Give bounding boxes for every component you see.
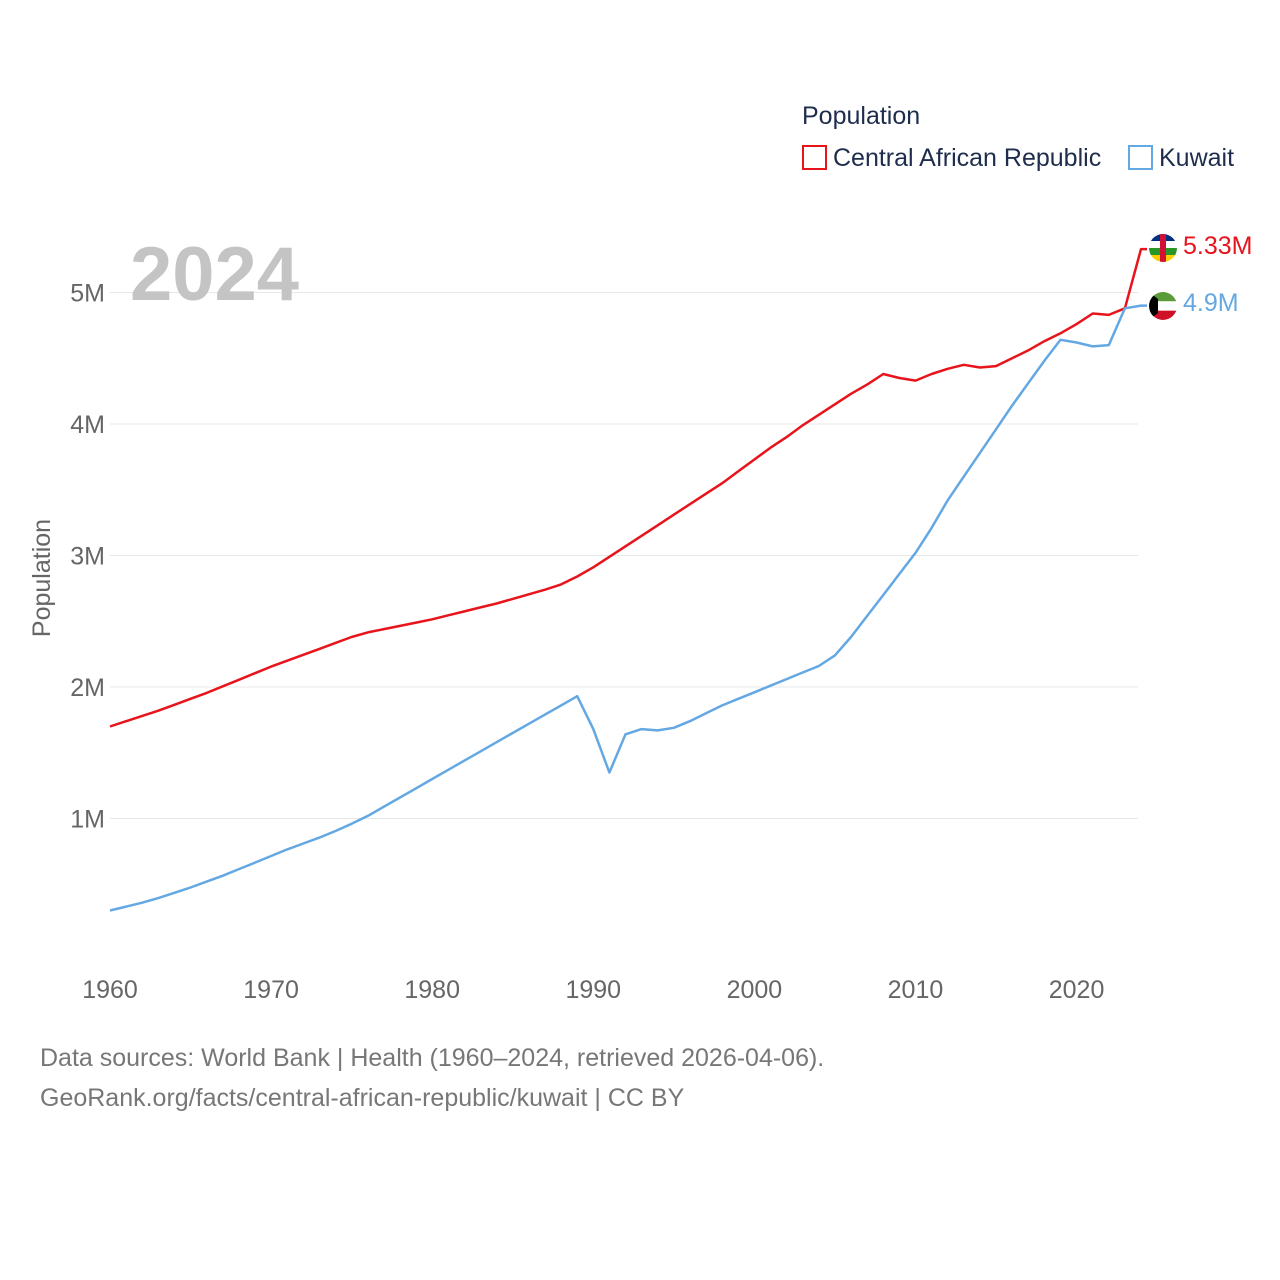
- source-line-1: Data sources: World Bank | Health (1960–…: [40, 1044, 825, 1072]
- x-tick-label: 1980: [404, 976, 460, 1004]
- legend-item-kuwait[interactable]: Kuwait: [1128, 144, 1234, 172]
- source-line-2: GeoRank.org/facts/central-african-republ…: [40, 1084, 685, 1112]
- legend-label-central-african-republic: Central African Republic: [833, 144, 1101, 172]
- legend: Population Central African Republic Kuwa…: [802, 102, 1234, 172]
- x-tick-label: 2020: [1049, 976, 1105, 1004]
- y-gridlines: [110, 292, 1138, 819]
- y-tick-label: 1M: [70, 806, 105, 834]
- y-tick-label: 3M: [70, 543, 105, 571]
- legend-title: Population: [802, 102, 920, 130]
- series-line-kuwait: [109, 304, 1147, 912]
- legend-item-central-african-republic[interactable]: Central African Republic: [802, 144, 1101, 172]
- legend-swatch-central-african-republic: [802, 145, 827, 170]
- kuwait-flag-icon: [1149, 292, 1177, 320]
- x-tick-label: 1960: [82, 976, 138, 1004]
- x-tick-label: 2010: [888, 976, 944, 1004]
- y-tick-label: 5M: [70, 280, 105, 308]
- legend-swatch-kuwait: [1128, 145, 1153, 170]
- y-tick-label: 4M: [70, 411, 105, 439]
- series-line-central-african-republic: [109, 247, 1147, 728]
- y-tick-label: 2M: [70, 674, 105, 702]
- series-lines: [109, 247, 1147, 912]
- year-label: 2024: [130, 232, 299, 317]
- y-tick-labels: 1M 2M 3M 4M 5M: [70, 280, 105, 834]
- x-tick-label: 1970: [243, 976, 299, 1004]
- legend-label-kuwait: Kuwait: [1159, 144, 1234, 172]
- x-tick-labels: 1960 1970 1980 1990 2000 2010 2020: [82, 976, 1104, 1004]
- central-african-republic-end-marker: 5.33M: [1149, 232, 1252, 262]
- y-axis-title: Population: [28, 519, 56, 637]
- x-tick-label: 2000: [727, 976, 783, 1004]
- kuwait-end-label: 4.9M: [1183, 289, 1239, 317]
- central-african-republic-end-label: 5.33M: [1183, 232, 1252, 260]
- central-african-republic-flag-icon: [1149, 234, 1177, 262]
- kuwait-end-marker: 4.9M: [1149, 289, 1239, 320]
- x-tick-label: 1990: [565, 976, 621, 1004]
